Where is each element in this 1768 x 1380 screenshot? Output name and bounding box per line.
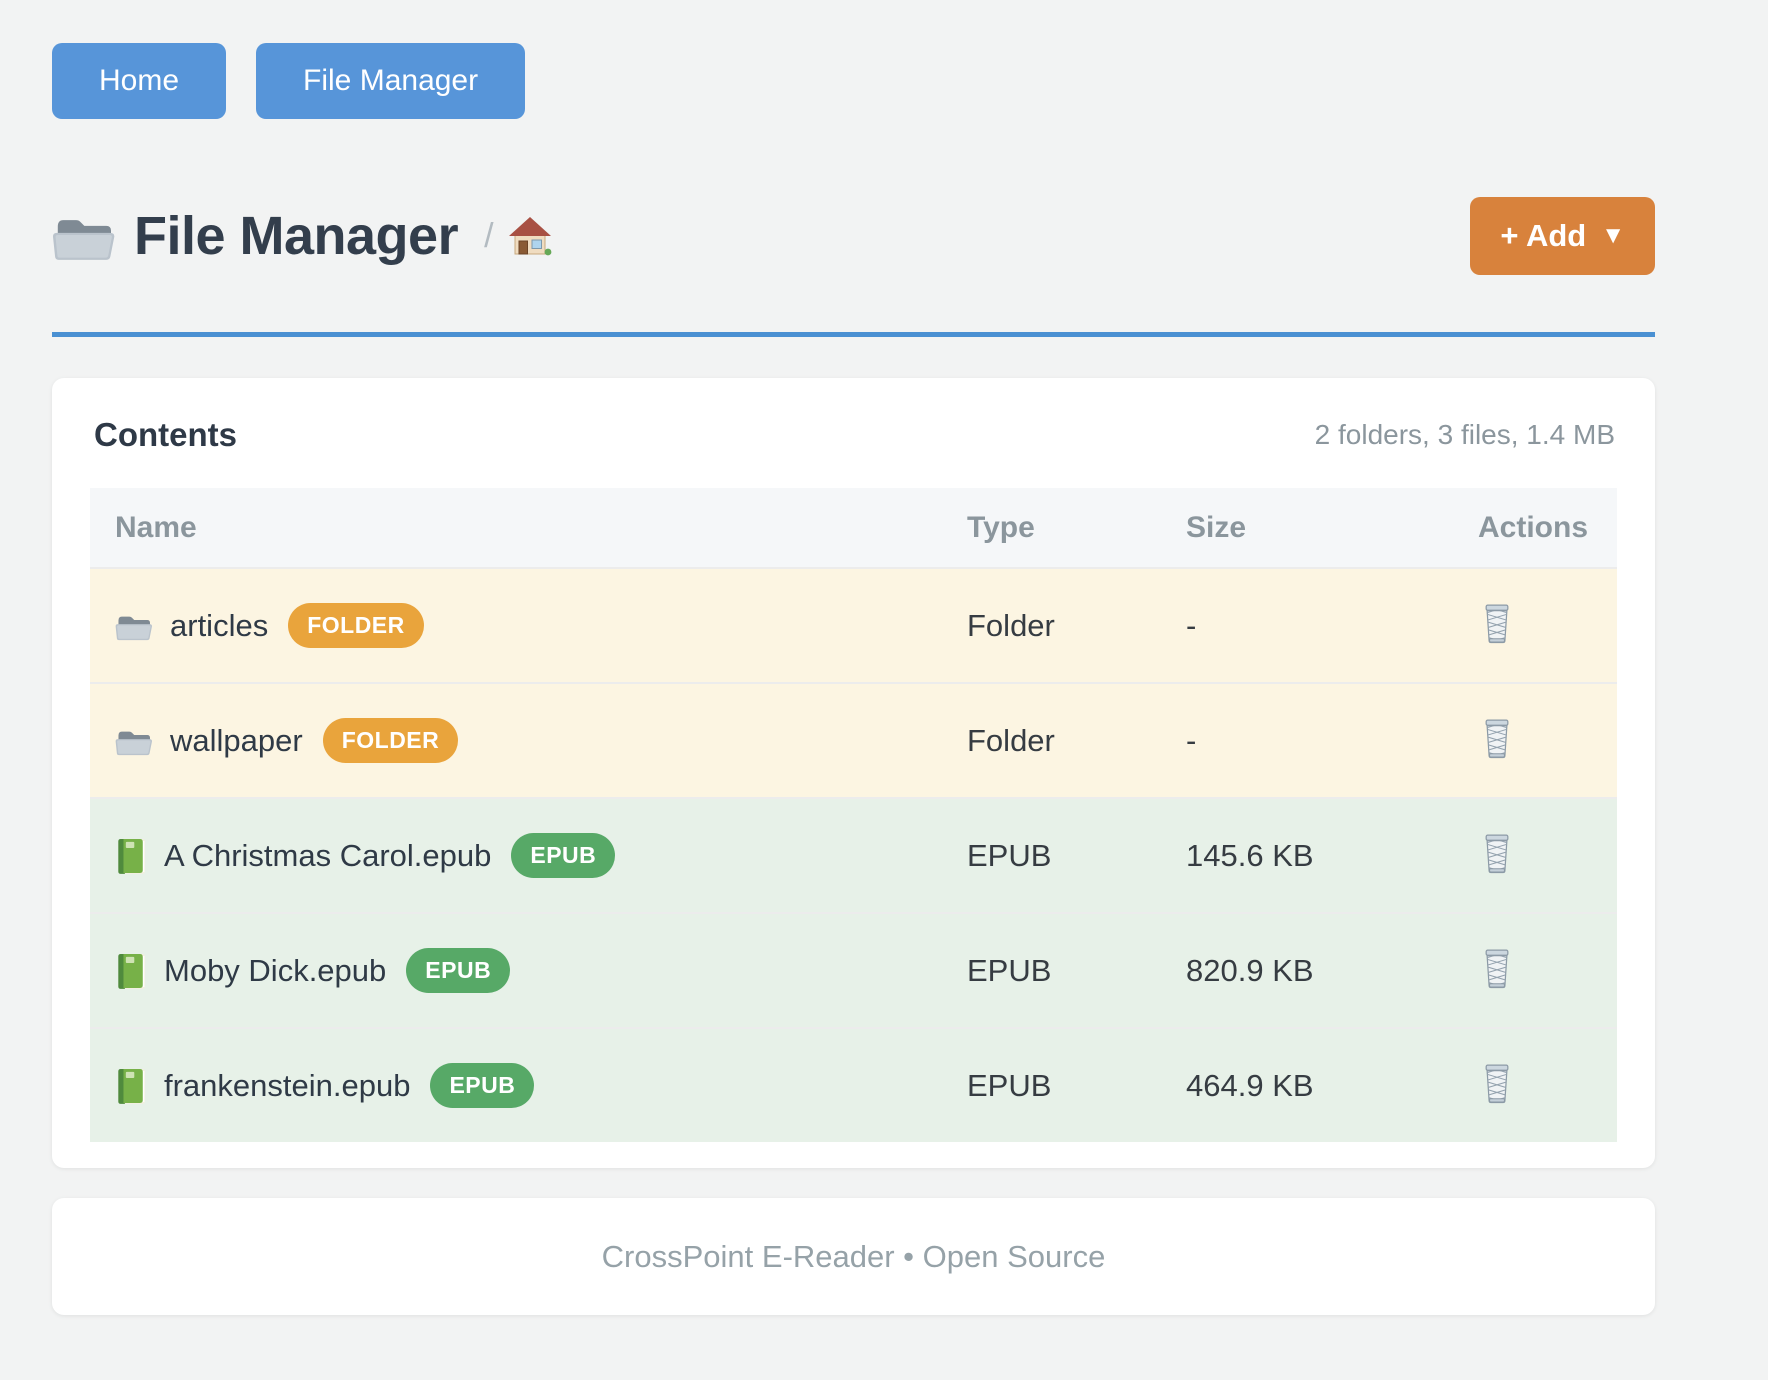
table-header-row: Name Type Size Actions [90, 488, 1617, 568]
file-type: Folder [942, 567, 1161, 683]
trash-icon [1478, 1060, 1516, 1104]
page-header: File Manager / + Add ▼ [52, 197, 1655, 275]
home-button[interactable]: Home [52, 43, 227, 119]
file-name[interactable]: articles [170, 607, 269, 643]
title-group: File Manager / [52, 205, 552, 267]
file-size: - [1161, 567, 1453, 683]
delete-button[interactable] [1478, 715, 1516, 759]
table-row: articles FOLDER Folder - [90, 567, 1617, 683]
column-header-actions: Actions [1453, 488, 1617, 568]
trash-icon [1478, 945, 1516, 989]
file-name[interactable]: A Christmas Carol.epub [164, 837, 492, 873]
file-name[interactable]: frankenstein.epub [164, 1067, 411, 1103]
file-type: EPUB [942, 1027, 1161, 1142]
chevron-down-icon: ▼ [1601, 222, 1625, 249]
file-size: 464.9 KB [1161, 1027, 1453, 1142]
column-header-size: Size [1161, 488, 1453, 568]
add-button[interactable]: + Add ▼ [1470, 197, 1655, 275]
header-divider [52, 332, 1655, 337]
column-header-name: Name [90, 488, 942, 568]
delete-button[interactable] [1478, 1060, 1516, 1104]
table-row: Moby Dick.epub EPUB EPUB 820.9 KB [90, 912, 1617, 1028]
add-button-label: + Add [1500, 218, 1587, 253]
delete-button[interactable] [1478, 830, 1516, 874]
file-size: 820.9 KB [1161, 912, 1453, 1028]
folder-icon [115, 610, 153, 642]
file-name[interactable]: Moby Dick.epub [164, 952, 387, 988]
contents-title: Contents [94, 416, 237, 453]
table-row: wallpaper FOLDER Folder - [90, 682, 1617, 798]
page: Home File Manager File Manager / + Add ▼… [52, 43, 1655, 1315]
trash-icon [1478, 830, 1516, 874]
epub-badge: EPUB [430, 1063, 535, 1108]
footer-card: CrossPoint E-Reader • Open Source [52, 1198, 1655, 1315]
house-icon [508, 216, 552, 256]
epub-badge: EPUB [406, 948, 511, 993]
file-size: 145.6 KB [1161, 797, 1453, 913]
trash-icon [1478, 715, 1516, 759]
file-type: EPUB [942, 912, 1161, 1028]
table-row: frankenstein.epub EPUB EPUB 464.9 KB [90, 1027, 1617, 1142]
green-book-icon [115, 1067, 147, 1105]
file-type: Folder [942, 682, 1161, 798]
contents-summary: 2 folders, 3 files, 1.4 MB [1314, 419, 1615, 450]
green-book-icon [115, 952, 147, 990]
trash-icon [1478, 600, 1516, 644]
epub-badge: EPUB [511, 833, 616, 878]
page-title: File Manager [134, 206, 459, 266]
delete-button[interactable] [1478, 945, 1516, 989]
file-table: Name Type Size Actions articles FOLDER [90, 488, 1617, 1142]
contents-card: Contents 2 folders, 3 files, 1.4 MB Name… [52, 378, 1655, 1168]
file-size: - [1161, 682, 1453, 798]
file-manager-button[interactable]: File Manager [256, 43, 526, 119]
file-name[interactable]: wallpaper [170, 722, 303, 758]
delete-button[interactable] [1478, 600, 1516, 644]
folder-icon [52, 209, 116, 263]
breadcrumb-separator: / [484, 216, 494, 255]
top-nav: Home File Manager [52, 43, 1655, 119]
footer-text: CrossPoint E-Reader • Open Source [601, 1238, 1106, 1274]
file-type: EPUB [942, 797, 1161, 913]
contents-card-header: Contents 2 folders, 3 files, 1.4 MB [94, 416, 1615, 454]
breadcrumb-home-link[interactable] [508, 216, 552, 256]
table-row: A Christmas Carol.epub EPUB EPUB 145.6 K… [90, 797, 1617, 913]
green-book-icon [115, 837, 147, 875]
folder-badge: FOLDER [288, 603, 424, 648]
column-header-type: Type [942, 488, 1161, 568]
folder-badge: FOLDER [322, 718, 459, 763]
folder-icon [115, 725, 153, 757]
